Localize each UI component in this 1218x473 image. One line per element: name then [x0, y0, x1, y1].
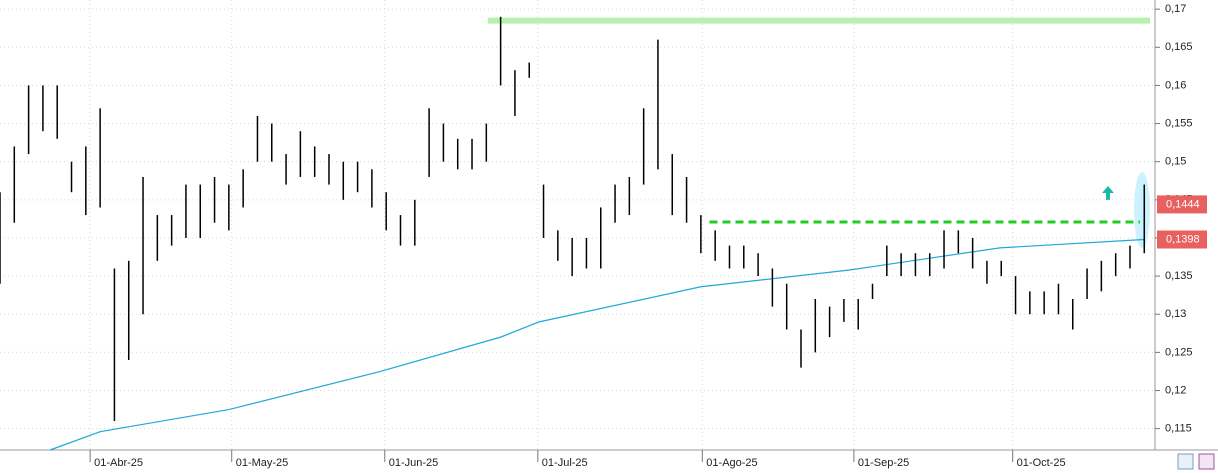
- price-label-box: [1157, 195, 1207, 214]
- y-tick-label: 0,12: [1165, 384, 1186, 396]
- zoom-button[interactable]: [1177, 453, 1194, 470]
- y-tick-label: 0,17: [1165, 3, 1186, 15]
- save-button[interactable]: [1198, 453, 1215, 470]
- y-tick-label: 0,135: [1165, 270, 1193, 282]
- price-label: 0,1398: [1166, 233, 1200, 245]
- y-tick-label: 0,13: [1165, 308, 1186, 320]
- x-tick-label: 01-May-25: [236, 457, 289, 469]
- price-label-box: [1157, 230, 1207, 249]
- y-tick-label: 0,15: [1165, 156, 1186, 168]
- y-tick-label: 0,115: [1165, 423, 1192, 435]
- price-label: 0,1444: [1166, 198, 1200, 210]
- y-tick-label: 0,125: [1165, 346, 1193, 358]
- up-arrow: [1102, 186, 1114, 200]
- x-tick-label: 01-Jun-25: [389, 457, 439, 469]
- y-tick-label: 0,155: [1165, 117, 1193, 129]
- x-tick-label: 01-Abr-25: [94, 457, 143, 469]
- y-tick-label: 0,16: [1165, 79, 1186, 91]
- x-tick-label: 01-Jul-25: [542, 457, 588, 469]
- y-tick-label: 0,165: [1165, 41, 1193, 53]
- x-tick-label: 01-Sep-25: [858, 457, 909, 469]
- x-tick-label: 01-Ago-25: [706, 457, 757, 469]
- moving-average: [49, 238, 1145, 451]
- highlight: [1134, 172, 1150, 248]
- x-tick-label: 01-Oct-25: [1017, 457, 1066, 469]
